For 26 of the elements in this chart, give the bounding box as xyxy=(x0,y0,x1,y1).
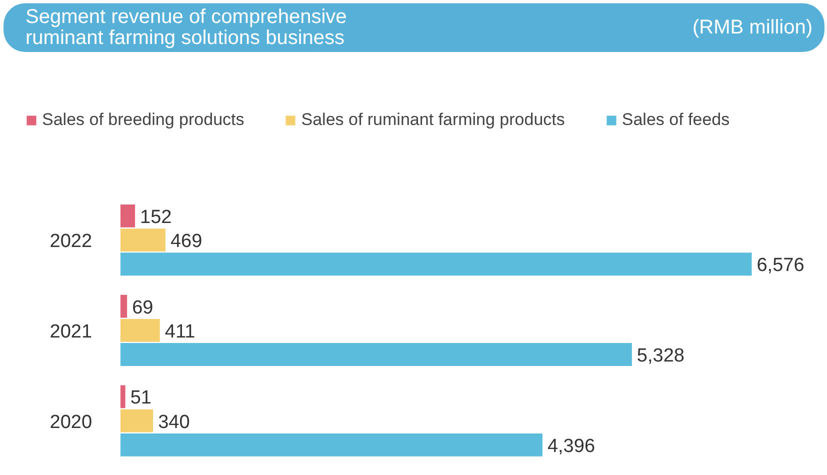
data-label: 340 xyxy=(158,412,190,433)
bar xyxy=(120,228,166,252)
bar xyxy=(120,433,542,456)
legend-label: Sales of feeds xyxy=(622,110,730,130)
y-tick-label: 2022 xyxy=(50,231,92,252)
data-label: 51 xyxy=(130,388,152,409)
data-label: 6,576 xyxy=(756,255,804,276)
bar xyxy=(120,294,128,318)
bar xyxy=(120,343,632,366)
legend-label: Sales of ruminant farming products xyxy=(301,110,565,130)
chart-subtitle: (RMB million) xyxy=(692,16,812,39)
y-tick-label: 2020 xyxy=(50,412,92,433)
data-label: 4,396 xyxy=(547,436,596,457)
data-label: 5,328 xyxy=(636,346,684,367)
y-tick-label: 2021 xyxy=(50,321,92,342)
data-label: 469 xyxy=(170,231,202,252)
data-label: 69 xyxy=(132,297,154,318)
data-label: 152 xyxy=(140,206,172,228)
bar xyxy=(120,385,126,408)
bar xyxy=(120,252,752,276)
bar xyxy=(120,204,136,228)
chart-title: Segment revenue of comprehensive ruminant farming solutions business xyxy=(26,6,347,50)
bar xyxy=(120,318,160,342)
bar xyxy=(120,409,154,432)
legend-label: Sales of breeding products xyxy=(42,110,244,130)
data-label: 411 xyxy=(164,321,196,342)
